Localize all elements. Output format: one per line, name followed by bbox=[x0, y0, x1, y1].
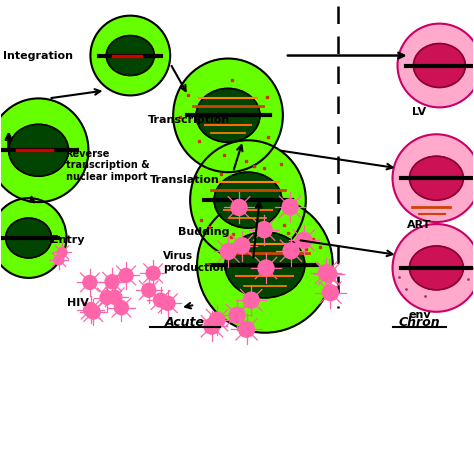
Circle shape bbox=[322, 285, 338, 301]
Text: Integration: Integration bbox=[3, 51, 73, 61]
Circle shape bbox=[161, 296, 175, 310]
Ellipse shape bbox=[196, 89, 260, 142]
Ellipse shape bbox=[0, 198, 66, 278]
Ellipse shape bbox=[410, 246, 463, 290]
Ellipse shape bbox=[173, 58, 283, 172]
Text: Reverse
transcription &
nuclear import: Reverse transcription & nuclear import bbox=[65, 149, 149, 182]
Circle shape bbox=[57, 247, 67, 257]
Text: HIV: HIV bbox=[67, 298, 90, 308]
Text: Budding: Budding bbox=[178, 227, 230, 237]
Ellipse shape bbox=[398, 24, 474, 108]
Text: ART: ART bbox=[407, 220, 432, 230]
Ellipse shape bbox=[6, 218, 52, 258]
Circle shape bbox=[318, 264, 334, 281]
Circle shape bbox=[54, 255, 64, 264]
Circle shape bbox=[282, 199, 298, 215]
Text: env: env bbox=[408, 310, 431, 320]
Circle shape bbox=[209, 312, 225, 328]
Circle shape bbox=[119, 268, 133, 283]
Ellipse shape bbox=[91, 16, 170, 95]
Circle shape bbox=[108, 290, 122, 304]
Circle shape bbox=[83, 275, 97, 290]
Ellipse shape bbox=[0, 99, 89, 202]
Circle shape bbox=[243, 292, 259, 308]
Ellipse shape bbox=[214, 172, 282, 228]
Ellipse shape bbox=[410, 156, 463, 200]
Circle shape bbox=[220, 244, 237, 259]
Ellipse shape bbox=[392, 224, 474, 312]
Circle shape bbox=[296, 232, 312, 248]
Ellipse shape bbox=[106, 36, 154, 75]
Circle shape bbox=[238, 321, 255, 337]
Circle shape bbox=[154, 293, 167, 307]
Circle shape bbox=[256, 222, 272, 237]
Circle shape bbox=[258, 260, 274, 276]
Ellipse shape bbox=[225, 232, 305, 298]
Ellipse shape bbox=[9, 124, 69, 176]
Ellipse shape bbox=[413, 44, 465, 87]
Text: Acute: Acute bbox=[165, 316, 205, 329]
Circle shape bbox=[114, 301, 128, 315]
Circle shape bbox=[231, 200, 247, 215]
Text: Translation: Translation bbox=[150, 175, 220, 185]
Circle shape bbox=[83, 302, 98, 317]
Circle shape bbox=[204, 318, 220, 334]
Text: Entry: Entry bbox=[51, 235, 84, 245]
Circle shape bbox=[86, 305, 100, 319]
Text: Transcription: Transcription bbox=[148, 115, 230, 125]
Ellipse shape bbox=[197, 197, 333, 333]
Ellipse shape bbox=[190, 140, 306, 260]
Circle shape bbox=[229, 307, 245, 323]
Text: LV: LV bbox=[412, 108, 427, 118]
Circle shape bbox=[100, 291, 114, 304]
Circle shape bbox=[105, 275, 119, 289]
Circle shape bbox=[321, 266, 337, 282]
Circle shape bbox=[146, 266, 160, 280]
Circle shape bbox=[142, 283, 156, 297]
Text: Virus
production: Virus production bbox=[163, 251, 228, 273]
Text: Chron: Chron bbox=[399, 316, 440, 329]
Circle shape bbox=[283, 243, 299, 259]
Circle shape bbox=[234, 238, 250, 254]
Ellipse shape bbox=[392, 134, 474, 222]
